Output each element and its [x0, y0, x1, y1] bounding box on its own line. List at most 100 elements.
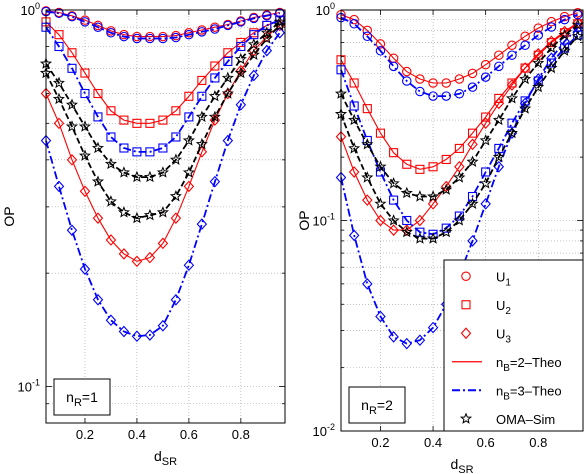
plot-frame [45, 9, 286, 424]
data-point-OMA-lower [545, 61, 558, 74]
legend-label: U1 [496, 269, 511, 288]
data-point-B=3-U1 [480, 72, 491, 82]
data-point-B=3-U2 [145, 147, 155, 157]
data-point-B=3-U3 [348, 229, 360, 242]
data-point-OMA-upper [260, 26, 273, 38]
legend-label-main: U [496, 298, 505, 313]
label-tail: =1 [82, 389, 98, 405]
data-point-OMA-lower [208, 110, 221, 123]
data-point-B=2-U3 [375, 214, 386, 227]
data-point-OMA-lower [466, 197, 479, 210]
data-point-B=2-U2 [158, 115, 168, 125]
data-point-OMA-upper [453, 171, 466, 183]
data-point-OMA-lower [374, 197, 387, 210]
data-point-B=2-U2 [362, 104, 372, 114]
legend-entry: OMA–Sim [459, 412, 555, 427]
data-point-B=3-U3 [401, 337, 413, 350]
x-tick-label: 0.6 [180, 427, 198, 442]
data-point-B=3-U1 [197, 27, 207, 37]
x-tick-label: 0.2 [76, 427, 94, 442]
data-point-B=3-U3 [222, 134, 234, 147]
data-point-B=3-U3 [105, 314, 117, 327]
data-point-B=2-U2 [454, 143, 464, 153]
data-point-B=3-U1 [533, 30, 544, 40]
data-point-B=2-U3 [427, 198, 439, 210]
y-tick-base: 10 [313, 424, 327, 439]
series-line-B=2-U1 [45, 10, 280, 38]
data-point-OMA-upper [273, 15, 286, 27]
data-point-OMA-upper [104, 157, 118, 170]
data-point-B=3-U2 [197, 91, 207, 101]
data-point-OMA-upper [348, 113, 361, 126]
data-point-B=3-U2 [80, 88, 90, 99]
data-point-B=2-U3 [414, 214, 426, 227]
panel-label-text: nR=1 [66, 389, 98, 409]
data-point-OMA-lower [156, 206, 169, 218]
data-point-B=2-U2 [223, 48, 233, 58]
panel-label: nR=1 [53, 378, 111, 416]
data-point-B=2-U1 [533, 23, 544, 33]
data-point-B=3-U3 [414, 334, 426, 347]
label-sub: SR [458, 464, 473, 474]
data-point-B=3-U2 [402, 215, 412, 226]
data-point-B=3-U1 [106, 28, 116, 38]
data-point-B=2-U1 [467, 68, 478, 79]
data-point-B=2-U3 [209, 114, 221, 126]
y-tick-label: 10-2 [313, 422, 335, 439]
label-sub: R [369, 405, 377, 417]
data-point-B=3-U2 [184, 112, 194, 122]
legend-label: U2 [496, 298, 511, 317]
data-point-B=2-U1 [494, 50, 504, 60]
data-point-B=2-U2 [106, 106, 116, 116]
legend-label-sub: 3 [505, 334, 511, 345]
data-point-B=3-U2 [349, 101, 359, 111]
data-point-B=2-U3 [493, 97, 505, 110]
data-point-B=3-U3 [209, 175, 221, 188]
data-point-OMA-lower [558, 44, 571, 56]
data-point-OMA-upper [143, 170, 157, 183]
legend-label-main: OMA–Sim [496, 412, 555, 427]
data-point-OMA-lower [260, 32, 273, 44]
data-point-B=3-U1 [375, 46, 386, 56]
data-point-B=3-U3 [157, 319, 169, 332]
data-point-B=2-U2 [197, 75, 207, 85]
data-point-B=3-U3 [362, 278, 373, 290]
data-point-OMA-upper [91, 141, 104, 154]
data-point-OMA-lower [453, 214, 466, 226]
series-line-B=3-U3 [45, 32, 281, 338]
data-point-B=3-U3 [427, 321, 439, 334]
y-tick-exp: 0 [35, 1, 40, 11]
y-tick-label: 10-1 [313, 212, 335, 229]
data-point-B=3-U1 [520, 40, 530, 51]
data-point-B=3-U3 [183, 259, 195, 272]
data-point-B=2-U3 [506, 79, 518, 91]
data-point-OMA-upper [65, 98, 78, 111]
data-point-B=3-U3 [170, 293, 182, 306]
legend-label-sub: 1 [505, 277, 511, 288]
label-main: d [450, 456, 458, 472]
data-point-OMA-lower [387, 214, 400, 226]
data-point-OMA-lower [169, 189, 182, 202]
data-point-B=2-U3 [79, 185, 91, 198]
y-tick-base: 10 [313, 214, 327, 229]
data-point-OMA-upper [440, 183, 453, 195]
data-point-B=3-U3 [53, 180, 65, 193]
data-point-B=2-U2 [67, 48, 77, 58]
data-point-OMA-lower [182, 166, 195, 178]
series-line-B=2-U2 [340, 23, 579, 170]
series-line-B=2-U1 [340, 12, 578, 84]
data-point-B=2-U1 [507, 40, 517, 51]
data-point-B=2-U1 [428, 78, 438, 88]
data-point-B=2-U3 [401, 224, 413, 236]
data-point-OMA-upper [519, 72, 532, 85]
data-point-OMA-upper [221, 71, 234, 84]
label-sub: SR [162, 456, 177, 468]
x-tick-label: 0.4 [424, 435, 442, 450]
data-point-OMA-upper [400, 186, 413, 199]
data-point-B=2-U3 [105, 234, 117, 246]
legend-entry: U2 [461, 298, 511, 317]
data-point-OMA-upper [505, 92, 518, 104]
data-point-B=2-U3 [480, 117, 491, 129]
data-point-OMA-upper [545, 41, 558, 54]
